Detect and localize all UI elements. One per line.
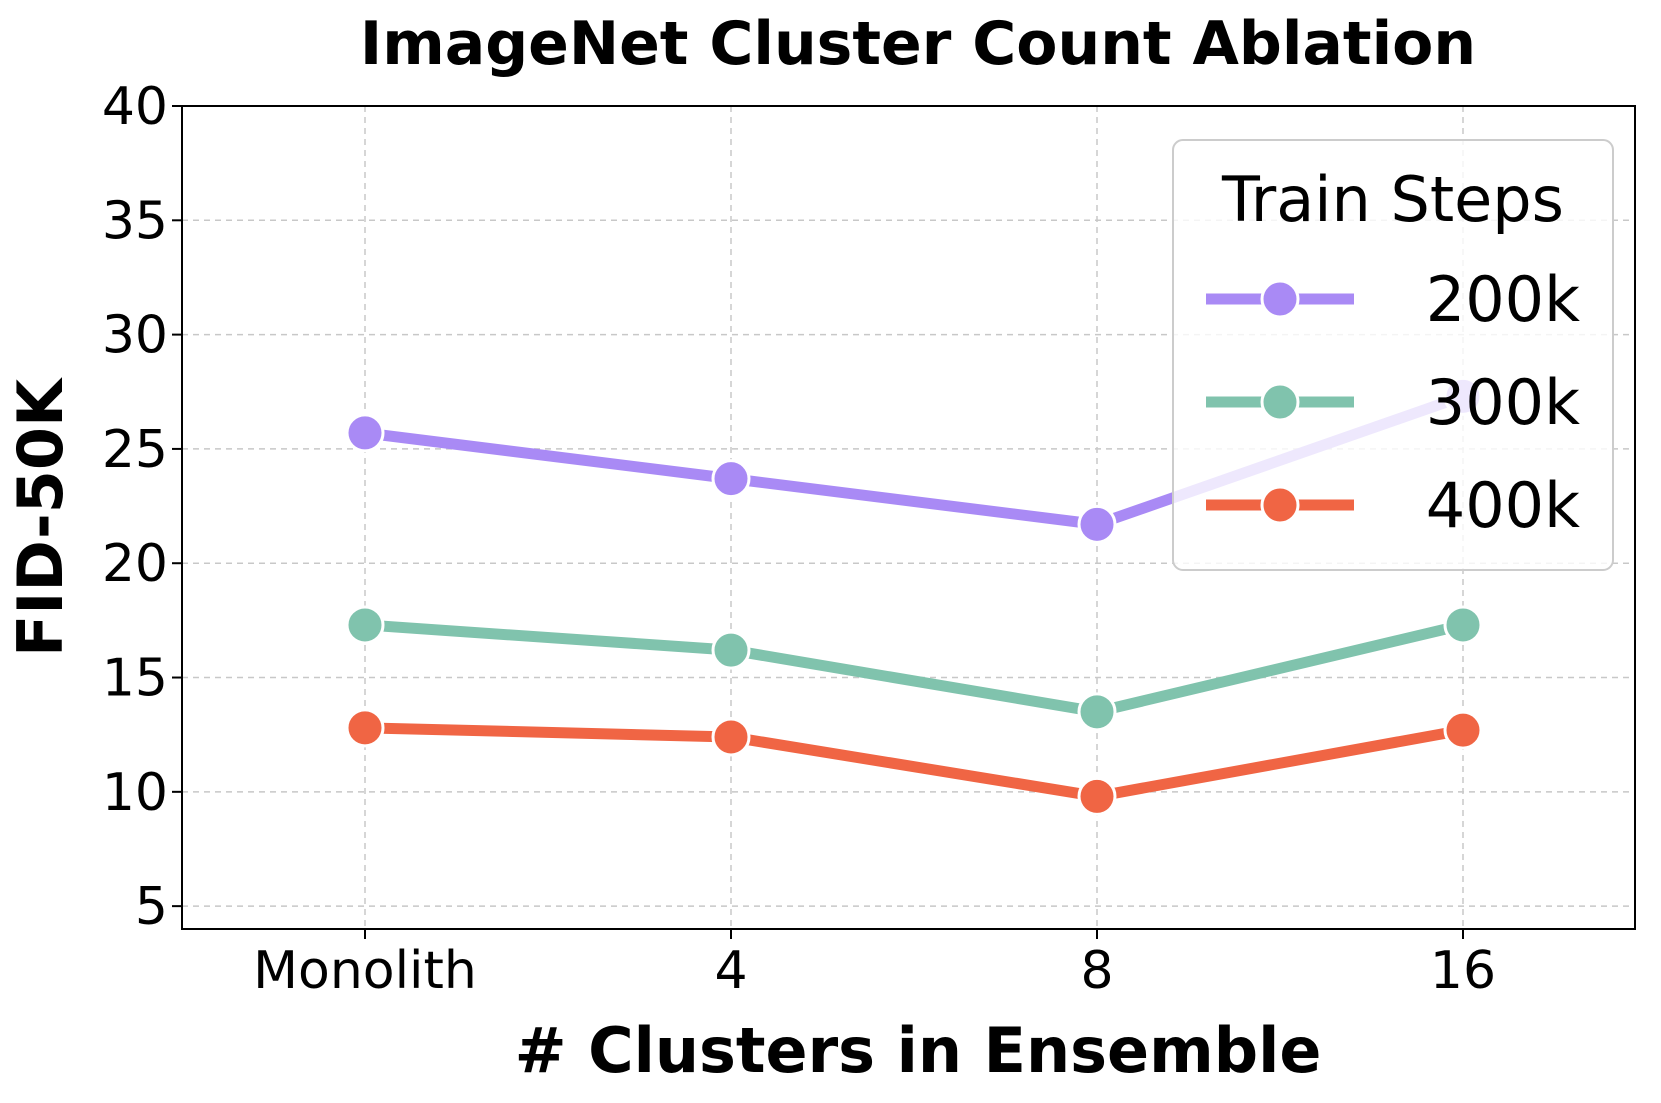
y-tick-label: 10 [102,763,168,823]
y-tick-label: 20 [102,534,168,594]
legend-item-300k: 300k [1206,366,1580,439]
y-tick-label: 40 [102,77,168,137]
plot-frame [181,105,1636,930]
x-tick-label: 4 [714,941,747,1001]
series-line [359,722,1469,802]
data-point [345,605,385,645]
data-point [1443,710,1483,750]
data-point [345,413,385,453]
data-point [1443,605,1483,645]
data-point [1077,692,1117,732]
series-300k [345,605,1483,732]
y-tick-label: 5 [135,877,168,937]
axis-ticks: 5 10 15 20 25 30 35 40 Monolith 4 8 16 [102,77,1496,1001]
legend-label: 300k [1426,366,1580,439]
legend: Train Steps 200k 300k 400k [1172,139,1614,571]
data-point [711,717,751,757]
data-point [1077,504,1117,544]
series-line [359,619,1469,718]
x-axis-label: # Clusters in Ensemble [515,1014,1322,1087]
data-point [711,459,751,499]
x-tick-label: 16 [1430,941,1496,1001]
y-axis-label: FID-50K [4,377,77,657]
y-tick-label: 15 [102,649,168,709]
legend-box [1172,139,1614,571]
y-tick-label: 25 [102,420,168,480]
data-point [711,630,751,670]
y-tick-label: 30 [102,306,168,366]
y-tick-label: 35 [102,191,168,251]
data-point [345,708,385,748]
data-point [1077,776,1117,816]
x-tick-label: Monolith [253,941,477,1001]
legend-title: Train Steps [1221,163,1564,236]
legend-label: 400k [1426,469,1580,542]
legend-marker [1260,279,1300,319]
chart-title: ImageNet Cluster Count Ablation [360,9,1476,79]
x-tick-label: 8 [1080,941,1113,1001]
legend-marker [1260,485,1300,525]
legend-marker [1260,382,1300,422]
legend-item-400k: 400k [1206,469,1580,542]
series-400k [345,708,1483,816]
legend-label: 200k [1426,263,1580,336]
legend-item-200k: 200k [1206,263,1580,336]
